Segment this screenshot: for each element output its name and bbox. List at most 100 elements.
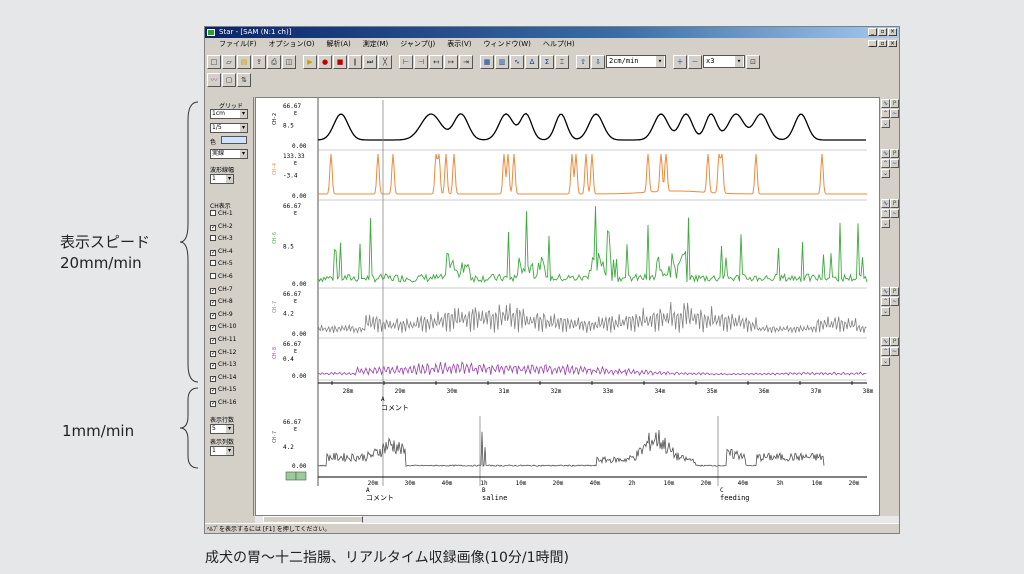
channel-checkbox[interactable]: ✓ CH-12: [210, 349, 237, 357]
channel-checkbox[interactable]: ✓ CH-8: [210, 298, 233, 307]
smooth-icon[interactable]: ∼: [890, 159, 899, 168]
scale-down-icon[interactable]: ⌄: [881, 307, 890, 316]
channel-checkbox[interactable]: ✓ CH-2: [210, 223, 233, 231]
smooth-icon[interactable]: ∼: [890, 209, 899, 218]
scale-up-icon[interactable]: ⌃: [881, 109, 890, 118]
scale-down-icon[interactable]: ⌄: [881, 219, 890, 228]
param-icon[interactable]: P: [890, 149, 899, 158]
marker-right-icon[interactable]: ⊣: [414, 54, 428, 69]
record-icon[interactable]: ●: [318, 54, 332, 69]
rows-select[interactable]: 5: [210, 424, 234, 434]
wave-toggle-icon[interactable]: ∿: [881, 149, 890, 158]
stop-icon[interactable]: ■: [333, 54, 347, 69]
param-icon[interactable]: P: [890, 337, 899, 346]
marker-jump-icon[interactable]: ⇥: [459, 54, 473, 69]
checkbox-icon[interactable]: ✓: [210, 374, 217, 382]
open-icon[interactable]: ▱: [222, 54, 236, 69]
channel-checkbox[interactable]: ✓ CH-14: [210, 374, 237, 382]
smooth-icon[interactable]: ∼: [890, 347, 899, 356]
waveform-width-select[interactable]: 1: [210, 174, 234, 184]
menu-help[interactable]: ヘルプ(H): [542, 40, 575, 48]
amplitude-icon[interactable]: ⌶: [555, 54, 569, 69]
zoom-out-icon[interactable]: －: [688, 54, 702, 69]
save-icon[interactable]: ▤: [237, 54, 251, 69]
checkbox-icon[interactable]: ✓: [210, 387, 217, 395]
checkbox-icon[interactable]: [210, 210, 216, 216]
checkbox-icon[interactable]: [210, 273, 216, 279]
new-icon[interactable]: □: [207, 54, 221, 69]
doc-restore-button[interactable]: ▫: [878, 40, 887, 47]
scale-down-icon[interactable]: ⌄: [881, 357, 890, 366]
waveform-icon[interactable]: 〰: [207, 73, 221, 87]
color-swatch[interactable]: [221, 136, 247, 144]
scale-up-icon[interactable]: ⌃: [881, 159, 890, 168]
checkbox-icon[interactable]: ✓: [210, 311, 217, 319]
speed-down-icon[interactable]: ⇩: [591, 54, 605, 69]
channel-checkbox[interactable]: CH-5: [210, 260, 233, 267]
checkbox-icon[interactable]: ✓: [210, 324, 217, 332]
zoom-select[interactable]: x3: [703, 55, 745, 68]
checkbox-icon[interactable]: [210, 235, 216, 242]
marker-next-icon[interactable]: ↦: [444, 54, 458, 69]
channel-checkbox[interactable]: ✓ CH-10: [210, 323, 237, 332]
channel-checkbox[interactable]: ✓ CH-16: [210, 399, 237, 407]
scale-up-icon[interactable]: ⌃: [881, 209, 890, 218]
zoom-in-icon[interactable]: ＋: [673, 54, 687, 69]
channel-checkbox[interactable]: ✓ CH-4: [210, 248, 233, 256]
checkbox-icon[interactable]: ✓: [210, 248, 217, 256]
menu-window[interactable]: ウィンドウ(W): [483, 40, 531, 48]
checkbox-icon[interactable]: ✓: [210, 349, 217, 357]
wave-icon[interactable]: ∿: [510, 54, 524, 69]
channel-checkbox[interactable]: CH-3: [210, 235, 233, 242]
wave-toggle-icon[interactable]: ∿: [881, 199, 890, 208]
print-icon[interactable]: ⎙: [267, 54, 281, 69]
menu-view[interactable]: 表示(V): [447, 40, 472, 48]
channel-checkbox[interactable]: ✓ CH-13: [210, 361, 237, 370]
doc-close-button[interactable]: ×: [888, 40, 897, 47]
channel-checkbox[interactable]: ✓ CH-11: [210, 336, 237, 344]
speed-select[interactable]: 2cm/min: [606, 55, 666, 68]
grid-icon[interactable]: ▦: [480, 54, 494, 69]
wave-delta-icon[interactable]: Δ: [525, 54, 539, 69]
param-icon[interactable]: P: [890, 287, 899, 296]
grid-select[interactable]: 1cm: [210, 109, 248, 119]
param-icon[interactable]: P: [890, 99, 899, 108]
scroll-thumb[interactable]: [263, 516, 363, 523]
checkbox-icon[interactable]: ✓: [210, 286, 217, 294]
marker-left-icon[interactable]: ⊢: [399, 54, 413, 69]
wave-toggle-icon[interactable]: ∿: [881, 99, 890, 108]
speed-up-icon[interactable]: ⇧: [576, 54, 590, 69]
analysis-icon[interactable]: ▥: [495, 54, 509, 69]
waveform-plot[interactable]: 66.67 E 8.5 0.00 CH-2 133.33 E -3.4 0.00 CH-4 66.6…: [255, 97, 880, 516]
menu-measure[interactable]: 測定(M): [362, 40, 389, 48]
smooth-icon[interactable]: ∼: [890, 109, 899, 118]
checkbox-icon[interactable]: ✓: [210, 223, 217, 231]
cursor-icon[interactable]: ╳: [378, 54, 392, 69]
fit-icon[interactable]: ⊡: [746, 54, 760, 69]
cols-select[interactable]: 1: [210, 446, 234, 456]
scale-up-icon[interactable]: ⌃: [881, 297, 890, 306]
channel-checkbox[interactable]: ✓ CH-9: [210, 311, 233, 319]
channel-icon[interactable]: ⇅: [237, 73, 251, 87]
checkbox-icon[interactable]: ✓: [210, 299, 217, 307]
menu-analysis[interactable]: 解析(A): [326, 40, 351, 48]
channel-checkbox[interactable]: CH-1: [210, 210, 233, 217]
export-icon[interactable]: ⇪: [252, 54, 266, 69]
pause-icon[interactable]: ∥: [348, 54, 362, 69]
close-button[interactable]: ×: [888, 28, 897, 36]
channel-checkbox[interactable]: ✓ CH-7: [210, 286, 233, 294]
wave-sum-icon[interactable]: Σ: [540, 54, 554, 69]
scale-up-icon[interactable]: ⌃: [881, 347, 890, 356]
channel-checkbox[interactable]: CH-6: [210, 273, 233, 280]
window-icon[interactable]: ▢: [222, 73, 236, 87]
maximize-button[interactable]: ▫: [878, 28, 887, 36]
marker-prev-icon[interactable]: ↤: [429, 54, 443, 69]
checkbox-icon[interactable]: ✓: [210, 337, 217, 344]
checkbox-icon[interactable]: [210, 260, 216, 267]
menu-options[interactable]: オプション(O): [268, 40, 315, 48]
horizontal-scrollbar[interactable]: [255, 516, 899, 523]
step-icon[interactable]: ⏭: [363, 54, 377, 69]
smooth-icon[interactable]: ∼: [890, 297, 899, 306]
checkbox-icon[interactable]: ✓: [210, 400, 217, 407]
param-icon[interactable]: P: [890, 199, 899, 208]
